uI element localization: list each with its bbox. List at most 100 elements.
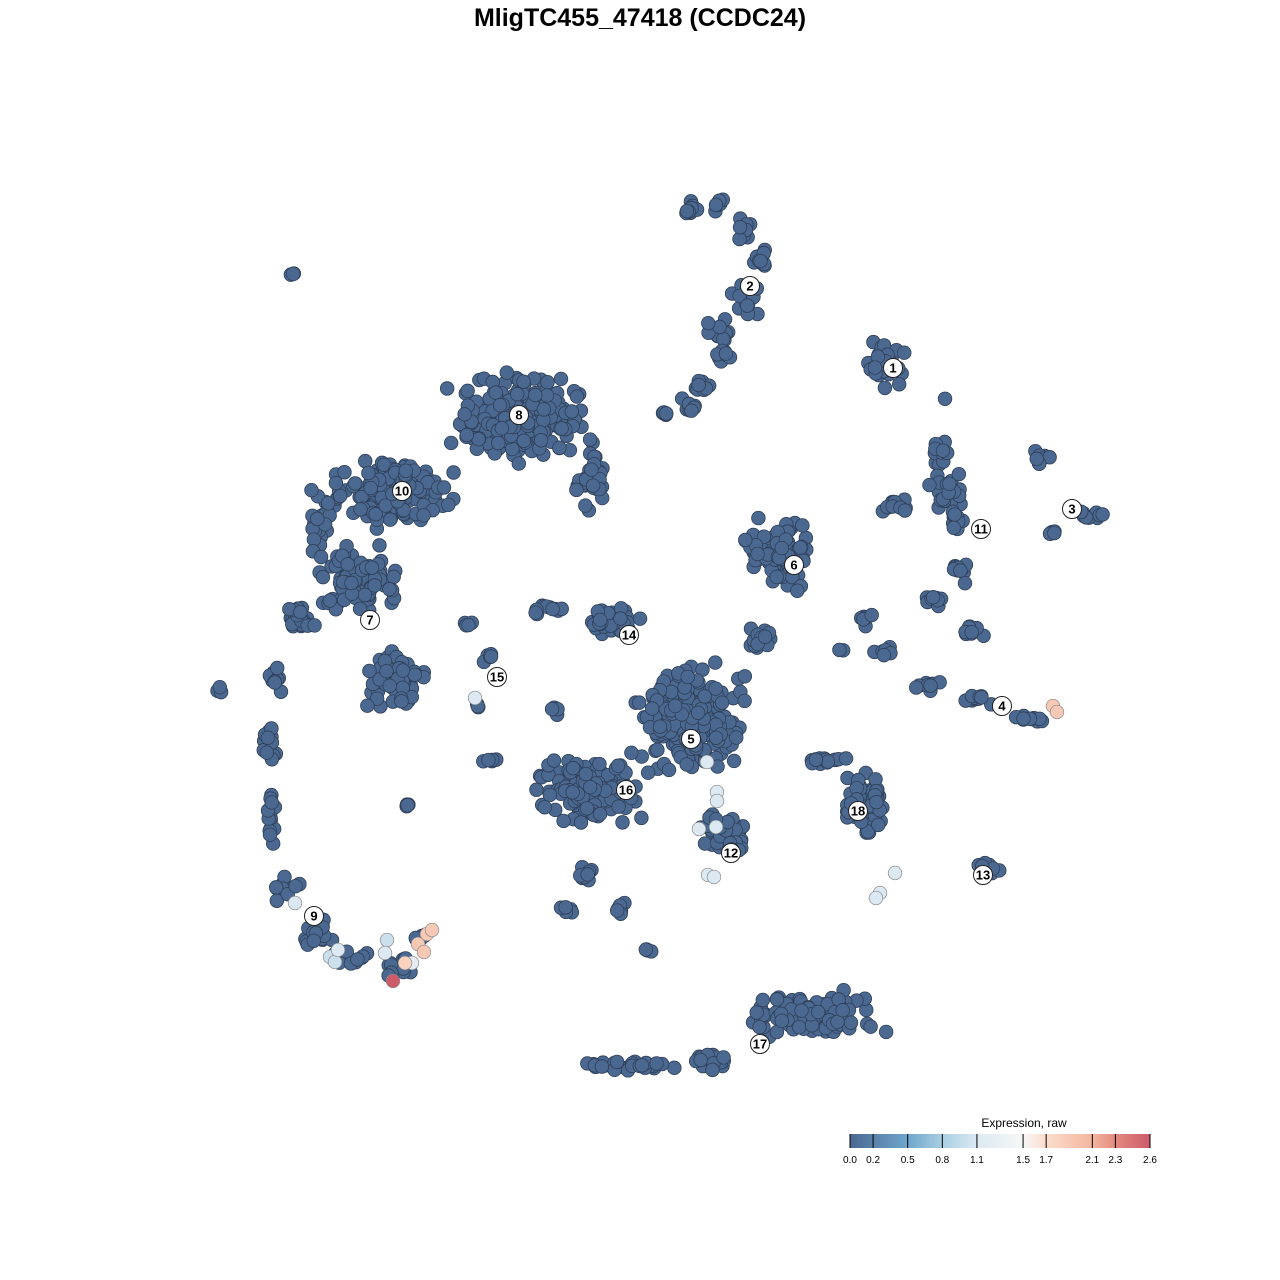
- data-point: [832, 642, 847, 658]
- data-point: [372, 538, 387, 553]
- data-point: [394, 694, 409, 709]
- data-point: [488, 385, 503, 400]
- data-point: [650, 742, 665, 758]
- data-point: [491, 435, 506, 451]
- data-point: [544, 701, 560, 717]
- data-point: [634, 810, 649, 826]
- data-point: [436, 480, 452, 495]
- data-point: [353, 502, 368, 517]
- data-point: [483, 649, 499, 664]
- cluster-label-15: 15: [487, 667, 507, 687]
- data-point: [416, 508, 431, 523]
- data-point: [553, 371, 569, 387]
- cluster-label-9: 9: [304, 906, 324, 926]
- data-point: [540, 375, 555, 390]
- data-point: [843, 1015, 859, 1030]
- data-point: [716, 331, 731, 347]
- data-point: [679, 203, 695, 219]
- data-point: [667, 1060, 682, 1076]
- data-point: [716, 1050, 731, 1065]
- data-point: [262, 827, 278, 842]
- data-point: [267, 675, 283, 690]
- data-point: [769, 992, 785, 1007]
- data-point: [268, 880, 284, 895]
- data-point: [347, 476, 363, 491]
- data-point: [793, 540, 808, 555]
- cluster-label-text: 11: [974, 522, 988, 537]
- cluster-label-13: 13: [973, 865, 993, 885]
- data-point: [304, 482, 319, 498]
- cluster-label-text: 13: [976, 868, 990, 883]
- data-point: [942, 476, 957, 492]
- legend-tick-label: 2.1: [1085, 1155, 1099, 1166]
- cluster-label-text: 5: [687, 732, 694, 747]
- data-point: [690, 705, 706, 720]
- data-point: [499, 365, 514, 380]
- data-point: [892, 377, 907, 392]
- cluster-label-text: 16: [619, 783, 633, 798]
- expressing-data-point: [1049, 704, 1065, 720]
- cluster-label-text: 9: [310, 909, 317, 924]
- expressing-data-point: [330, 942, 346, 958]
- data-point: [383, 512, 398, 527]
- data-point: [757, 629, 773, 644]
- data-point: [516, 433, 532, 448]
- data-point: [386, 569, 401, 585]
- data-point: [638, 942, 654, 957]
- data-point: [533, 433, 549, 448]
- data-point: [457, 407, 472, 422]
- points-layer: [210, 192, 1110, 1078]
- data-point: [871, 817, 886, 833]
- data-point: [443, 435, 459, 451]
- data-point: [511, 456, 526, 471]
- data-point: [753, 253, 768, 269]
- data-point: [573, 815, 589, 830]
- data-point: [260, 730, 276, 745]
- data-point: [964, 625, 979, 640]
- cluster-label-text: 7: [366, 613, 373, 628]
- data-point: [751, 510, 766, 526]
- chart-title: MligTC455_47418 (CCDC24): [473, 4, 807, 32]
- expressing-data-point: [691, 821, 707, 837]
- legend-tick-label: 2.3: [1108, 1155, 1122, 1166]
- expressing-data-point: [708, 819, 724, 835]
- data-point: [368, 507, 383, 522]
- data-point: [315, 569, 331, 585]
- data-point: [897, 345, 912, 360]
- data-point: [752, 1019, 767, 1035]
- data-point: [264, 795, 279, 810]
- legend-tick-label: 2.6: [1143, 1155, 1157, 1166]
- data-point: [333, 488, 348, 504]
- data-point: [615, 815, 630, 830]
- data-point: [344, 575, 359, 591]
- data-point: [740, 298, 755, 313]
- data-point: [364, 560, 380, 575]
- data-point: [909, 680, 924, 695]
- data-point: [583, 779, 598, 795]
- data-point: [379, 664, 394, 679]
- cluster-label-18: 18: [848, 801, 868, 821]
- data-point: [578, 498, 593, 513]
- data-point: [360, 698, 375, 713]
- cluster-label-12: 12: [721, 843, 741, 863]
- data-point: [398, 463, 414, 478]
- data-point: [545, 601, 560, 617]
- data-point: [569, 482, 584, 498]
- data-point: [494, 421, 510, 436]
- legend-tick-label: 0.2: [866, 1155, 880, 1166]
- expressing-data-point: [709, 793, 725, 809]
- data-point: [358, 453, 373, 469]
- data-point: [708, 730, 724, 745]
- data-point: [285, 266, 301, 282]
- expressing-data-point: [887, 865, 903, 881]
- data-point: [680, 669, 695, 685]
- cluster-label-2: 2: [740, 276, 760, 296]
- data-point: [810, 1004, 826, 1020]
- expressing-data-point: [379, 932, 395, 948]
- cluster-label-10: 10: [392, 481, 412, 501]
- data-point: [792, 1020, 807, 1035]
- data-point: [585, 478, 601, 493]
- cluster-label-text: 18: [851, 804, 865, 819]
- data-point: [382, 582, 397, 597]
- data-point: [592, 612, 608, 628]
